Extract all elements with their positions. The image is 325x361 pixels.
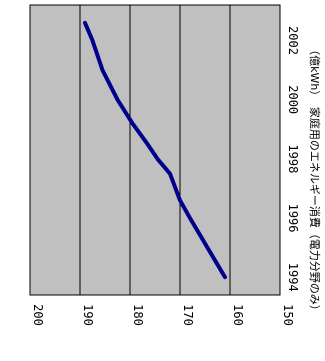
x-axis-ticks: 1994 1996 1998 2000 2002 bbox=[286, 26, 300, 292]
series-line bbox=[83, 20, 227, 280]
data-point bbox=[131, 121, 134, 125]
data-point bbox=[83, 21, 87, 25]
y-tick-label: 190 bbox=[81, 304, 95, 326]
data-points bbox=[83, 21, 227, 279]
y-tick-label: 170 bbox=[181, 304, 195, 326]
x-tick-label: 1998 bbox=[286, 144, 300, 173]
data-point bbox=[146, 142, 149, 146]
data-point bbox=[223, 275, 227, 279]
data-point bbox=[91, 39, 94, 43]
x-tick-label: 2002 bbox=[286, 26, 300, 55]
y-tick-label: 150 bbox=[281, 304, 295, 326]
x-tick-label: 2000 bbox=[286, 85, 300, 114]
data-point bbox=[178, 198, 182, 202]
data-point bbox=[156, 157, 159, 161]
gridlines bbox=[79, 5, 231, 295]
x-tick-label: 1996 bbox=[286, 204, 300, 233]
data-point bbox=[101, 68, 104, 72]
chart-title: （億kWh） 家庭用のエネルギー消費（電力分野のみ） bbox=[308, 44, 322, 316]
y-tick-label: 160 bbox=[231, 304, 245, 326]
data-point bbox=[168, 172, 172, 176]
y-axis-ticks: 150 160 170 180 190 200 bbox=[31, 304, 295, 326]
plot-area bbox=[29, 4, 281, 296]
x-tick-label: 1994 bbox=[286, 263, 300, 292]
data-point bbox=[206, 246, 209, 250]
data-point bbox=[188, 216, 192, 220]
y-tick-label: 200 bbox=[31, 304, 45, 326]
y-tick-label: 180 bbox=[131, 304, 145, 326]
data-point bbox=[116, 98, 119, 102]
